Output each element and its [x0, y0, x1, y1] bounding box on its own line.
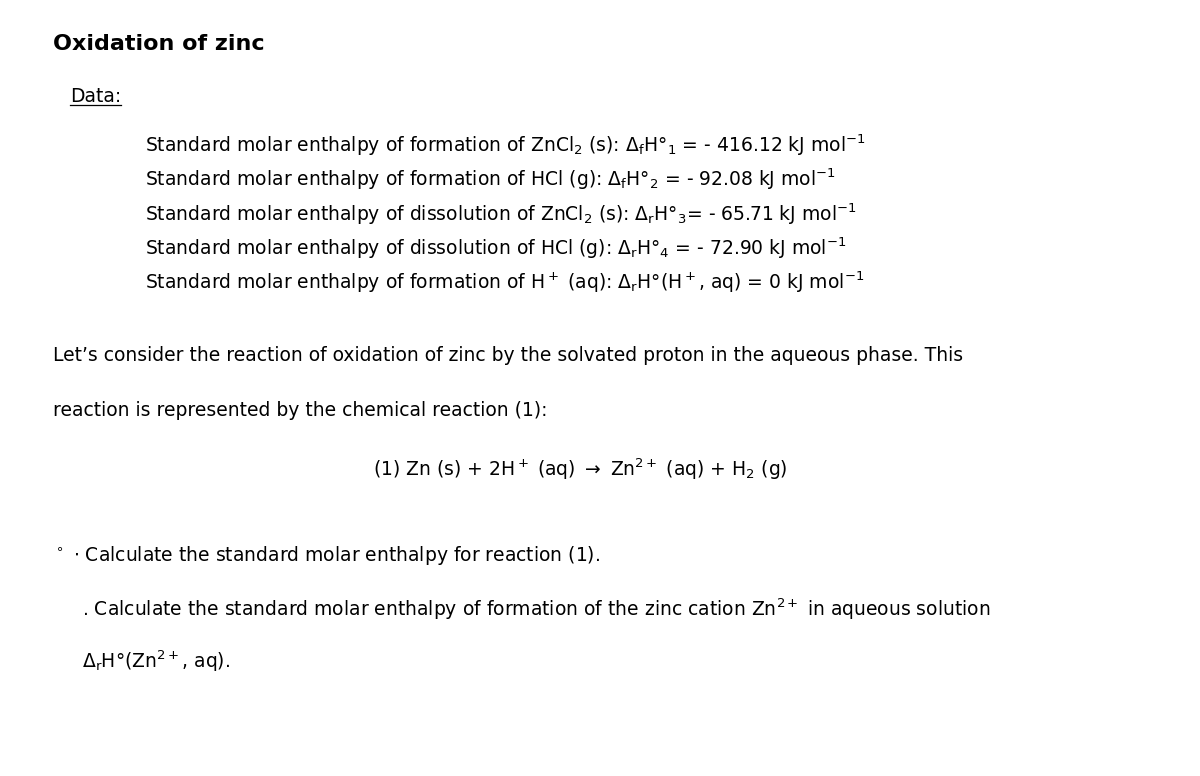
- Text: Standard molar enthalpy of dissolution of ZnCl$_2$ (s): $\Delta_\mathrm{r}$H°$_3: Standard molar enthalpy of dissolution o…: [144, 201, 856, 227]
- Text: Standard molar enthalpy of formation of HCl (g): $\Delta_\mathrm{f}$H°$_2$ = - 9: Standard molar enthalpy of formation of …: [144, 167, 835, 192]
- Text: $^\circ$ $\cdot$ Calculate the standard molar enthalpy for reaction (1).: $^\circ$ $\cdot$ Calculate the standard …: [53, 544, 600, 567]
- Text: . Calculate the standard molar enthalpy of formation of the zinc cation Zn$^{2+}: . Calculate the standard molar enthalpy …: [82, 596, 990, 622]
- Text: $\Delta_\mathrm{r}$H°(Zn$^{2+}$, aq).: $\Delta_\mathrm{r}$H°(Zn$^{2+}$, aq).: [82, 649, 229, 674]
- Text: Standard molar enthalpy of formation of ZnCl$_2$ (s): $\Delta_\mathrm{f}$H°$_1$ : Standard molar enthalpy of formation of …: [144, 133, 865, 158]
- Text: Let’s consider the reaction of oxidation of zinc by the solvated proton in the a: Let’s consider the reaction of oxidation…: [53, 346, 962, 365]
- Text: Standard molar enthalpy of dissolution of HCl (g): $\Delta_\mathrm{r}$H°$_4$ = -: Standard molar enthalpy of dissolution o…: [144, 236, 846, 261]
- Text: Standard molar enthalpy of formation of H$^+$ (aq): $\Delta_\mathrm{r}$H°(H$^+$,: Standard molar enthalpy of formation of …: [144, 270, 864, 296]
- Text: (1) Zn (s) + 2H$^+$ (aq) $\rightarrow$ Zn$^{2+}$ (aq) + H$_2$ (g): (1) Zn (s) + 2H$^+$ (aq) $\rightarrow$ Z…: [373, 456, 787, 482]
- Text: reaction is represented by the chemical reaction (1):: reaction is represented by the chemical …: [53, 401, 547, 420]
- Text: Oxidation of zinc: Oxidation of zinc: [53, 33, 264, 54]
- Text: Data:: Data:: [70, 87, 121, 106]
